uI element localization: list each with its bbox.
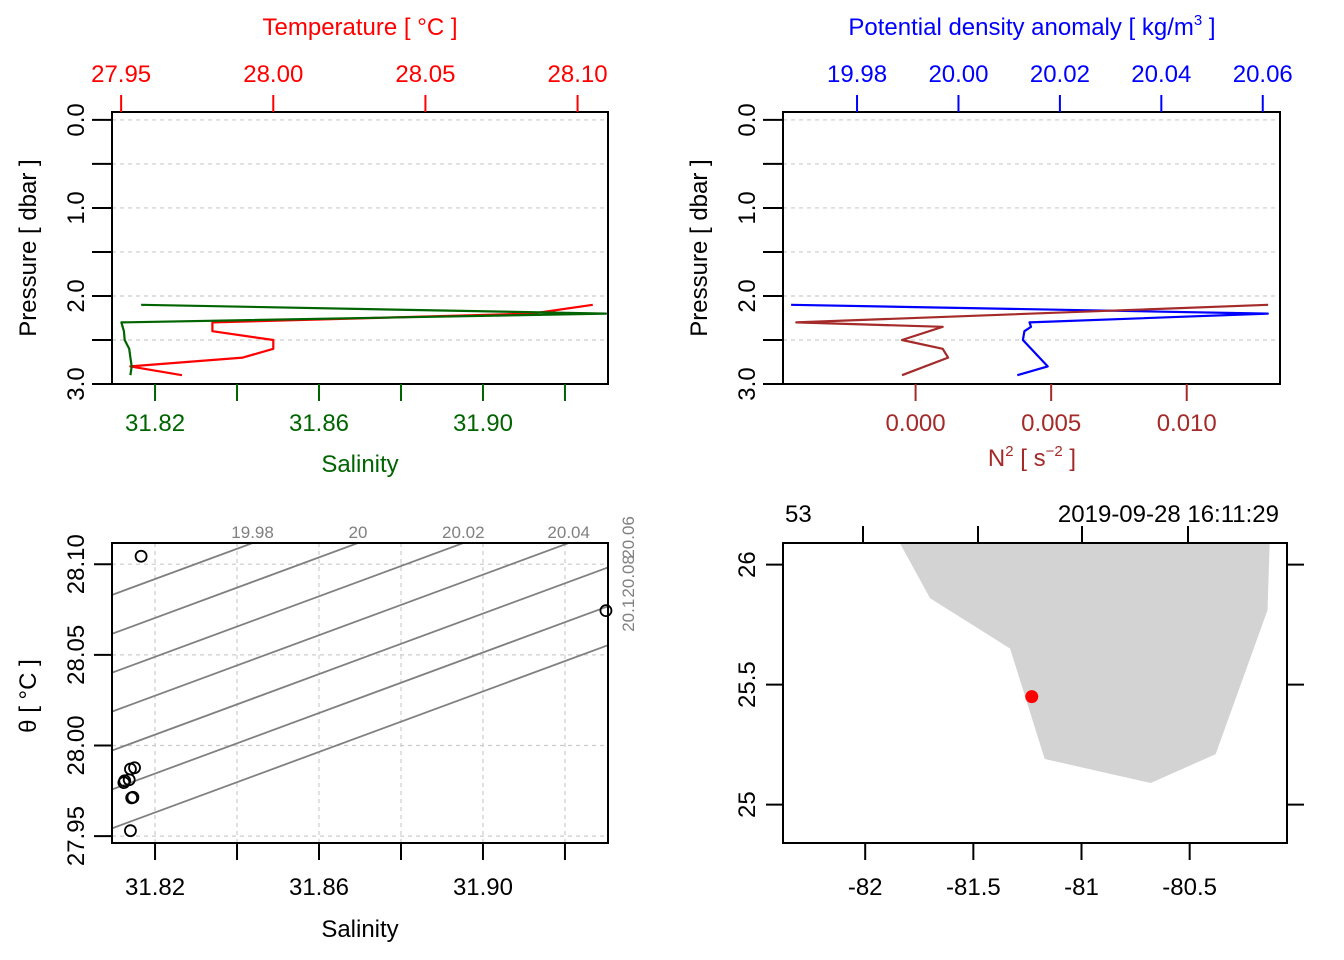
y-tick-label: 2.0: [63, 279, 90, 312]
salinity-axis: 31.82 31.86 31.90: [125, 384, 566, 437]
x-tick-label: -82: [848, 874, 883, 901]
pressure-axis: 0.0 1.0 2.0 3.0: [63, 103, 112, 401]
top-tick-label: 20.00: [928, 61, 988, 88]
isopycnal-label: 20.06: [619, 516, 638, 559]
y-tick-label: 25.5: [734, 661, 761, 708]
plot-frame: [782, 542, 1288, 844]
station-layer: [1025, 690, 1039, 704]
x-tick-label: 31.90: [453, 874, 513, 901]
station-marker: [1025, 690, 1039, 704]
station-number: 53: [785, 501, 812, 528]
x-tick-label: 31.86: [289, 874, 349, 901]
x-tick-label: -81.5: [946, 874, 1001, 901]
ts-point: [126, 790, 140, 804]
bottom-tick-label: 31.90: [453, 410, 513, 437]
top-tick-label: 28.10: [548, 61, 608, 88]
isopycnal-line: [112, 566, 608, 752]
isopycnal-label: 19.98: [231, 523, 274, 542]
isopycnal-label: 20.08: [619, 555, 638, 598]
isopycnal-line: [112, 605, 608, 791]
isopycnal-line: [112, 543, 466, 674]
grid-lines: [783, 119, 1280, 385]
series-group: [791, 303, 1269, 377]
land-layer: [899, 543, 1270, 783]
station-datetime: 2019-09-28 16:11:29: [1058, 501, 1279, 528]
theta-axis: 27.95 28.00 28.05 28.10: [63, 534, 112, 866]
salinity-axis-title: Salinity: [321, 451, 398, 478]
ts-point: [599, 604, 613, 618]
bottom-tick-label: 31.86: [289, 410, 349, 437]
series-line-salinity: [120, 303, 608, 376]
land-polygon: [899, 543, 1270, 783]
temperature-axis-title: Temperature [ °C ]: [263, 14, 458, 41]
series-group: [120, 303, 608, 377]
y-tick-label: 28.10: [63, 534, 90, 594]
y-tick-label: 0.0: [734, 103, 761, 136]
ts-point: [134, 549, 148, 563]
isopycnal-line: [112, 543, 256, 596]
y-tick-label: 1.0: [734, 191, 761, 224]
y-tick-label: 1.0: [63, 191, 90, 224]
y-tick-label: 26: [734, 551, 761, 578]
ts-points: [117, 549, 613, 838]
plot-frame: [111, 542, 609, 844]
n2-axis: 0.000 0.005 0.010: [886, 384, 1217, 437]
y-tick-label: 25: [734, 791, 761, 818]
isopycnal-lines: [112, 543, 608, 830]
top-tick-label: 19.98: [827, 61, 887, 88]
isopycnal-label: 20.1: [619, 599, 638, 632]
isopycnal-label: 20.04: [547, 523, 590, 542]
grid-lines: [112, 543, 608, 843]
panel-station-map: -82 -81.5 -81 -80.5 25 25.5 26 53 2019-09-28 1…: [734, 501, 1304, 901]
theta-axis-title: θ [ °C ]: [15, 659, 42, 733]
y-tick-label: 28.05: [63, 625, 90, 685]
n2-axis-title: N2 [ s−2 ]: [988, 443, 1076, 472]
series-line-n2: [795, 303, 1269, 377]
y-tick-label: 2.0: [734, 279, 761, 312]
pressure-axis-title: Pressure [ dbar ]: [15, 159, 42, 336]
isopycnal-line: [112, 543, 572, 713]
plot-frame: [782, 111, 1281, 385]
plot-frame: [111, 111, 609, 385]
bottom-tick-label: 0.010: [1157, 410, 1217, 437]
panel-density-n2-profile: 19.98 20.00 20.02 20.04 20.06 0.000 0.005 0.01…: [686, 12, 1293, 472]
x-tick-label: -81: [1064, 874, 1099, 901]
isopycnal-label: 20: [348, 523, 367, 542]
y-tick-label: 3.0: [63, 367, 90, 400]
pressure-axis-title: Pressure [ dbar ]: [686, 159, 713, 336]
y-tick-label: 0.0: [63, 103, 90, 136]
ts-point: [124, 824, 137, 838]
y-tick-label: 28.00: [63, 715, 90, 775]
top-tick-label: 20.06: [1233, 61, 1293, 88]
y-tick-label: 27.95: [63, 806, 90, 866]
top-tick-label: 20.04: [1131, 61, 1191, 88]
bottom-tick-label: 31.82: [125, 410, 185, 437]
top-tick-label: 20.02: [1030, 61, 1090, 88]
x-tick-label: -80.5: [1162, 874, 1217, 901]
isopycnal-line: [112, 644, 608, 830]
y-tick-label: 3.0: [734, 367, 761, 400]
grid-lines: [112, 119, 608, 385]
pressure-axis: 0.0 1.0 2.0 3.0: [734, 103, 783, 401]
isopycnal-label: 20.02: [442, 523, 485, 542]
bottom-tick-label: 0.000: [886, 410, 946, 437]
salinity-axis: 31.82 31.86 31.90: [125, 843, 566, 901]
density-axis-title: Potential density anomaly [ kg/m3 ]: [848, 12, 1215, 41]
top-tick-label: 28.00: [243, 61, 303, 88]
ts-point: [128, 761, 141, 775]
bottom-tick-label: 0.005: [1021, 410, 1081, 437]
density-axis: 19.98 20.00 20.02 20.04 20.06: [827, 61, 1293, 112]
map-axes: -82 -81.5 -81 -80.5 25 25.5 26: [734, 526, 1304, 901]
top-tick-label: 27.95: [91, 61, 151, 88]
temperature-axis: 27.95 28.00 28.05 28.10: [91, 61, 608, 112]
series-line-potential-density-anomaly: [791, 303, 1269, 377]
x-tick-label: 31.82: [125, 874, 185, 901]
ts-point: [117, 776, 131, 790]
panel-temperature-salinity-profile: 27.95 28.00 28.05 28.10 31.82 31.86 31.90 0.0…: [15, 14, 609, 478]
salinity-axis-title: Salinity: [321, 916, 398, 943]
top-tick-label: 28.05: [395, 61, 455, 88]
